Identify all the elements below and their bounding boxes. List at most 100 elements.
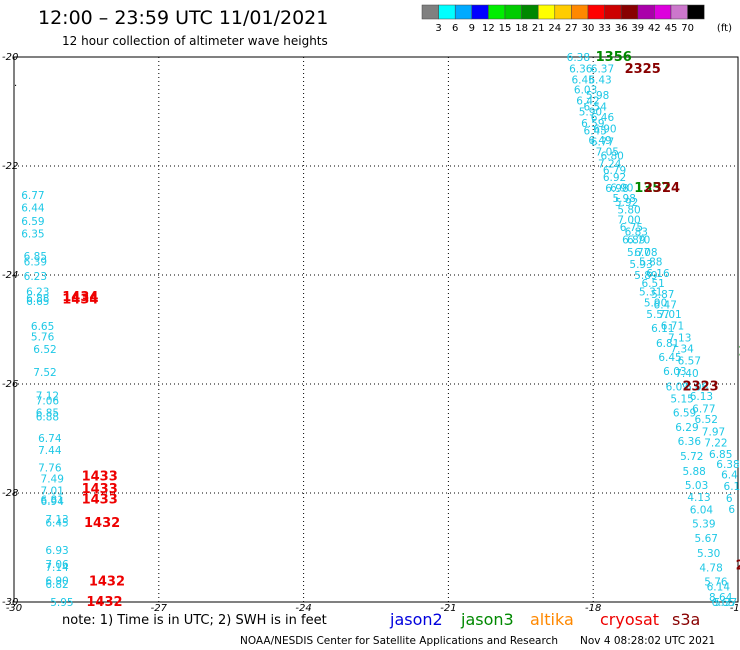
colorbar-swatch: [670, 4, 688, 20]
colorbar-swatch: [687, 4, 705, 20]
colorbar-label: 18: [515, 23, 528, 34]
colorbar-label: 45: [665, 23, 678, 34]
x-tick-label: -18: [585, 603, 601, 614]
wave-height-label: 6.36: [569, 63, 593, 75]
wave-height-label: 6.93: [45, 545, 68, 557]
wave-height-label: 7.40: [675, 368, 698, 380]
wave-height-label: 6.59: [21, 216, 44, 228]
wave-height-label: 6.45: [584, 126, 607, 138]
wave-height-label: 6.4: [721, 469, 738, 481]
wave-height-label: 6.39: [24, 256, 47, 268]
legend-jason2: jason2: [389, 610, 443, 629]
x-tick-label: -30: [6, 603, 22, 614]
y-tick-label: -24: [2, 270, 18, 281]
wave-height-label: 5.76: [704, 576, 728, 588]
colorbar-label: 36: [615, 23, 628, 34]
x-axis-ticks: -30 -27 -24 -21 -18 -15: [6, 603, 740, 614]
time-label: 2324: [644, 181, 680, 196]
y-tick-label: -28: [2, 488, 18, 499]
colorbar-label: 30: [582, 23, 595, 34]
satellite-legend: jason2 jason3 altika cryosat s3a: [389, 610, 700, 629]
wave-height-label: 6.85: [24, 251, 47, 263]
wave-height-label: 6.45: [571, 74, 594, 86]
colorbar-swatch: [587, 4, 605, 20]
colorbar-label: 12: [482, 23, 495, 34]
wave-height-label: 7.00: [617, 214, 640, 226]
wave-height-label: 6.81: [656, 338, 679, 350]
time-label: 1434: [62, 290, 98, 305]
wave-height-label: 6.85: [709, 449, 732, 461]
y-axis-ticks: -20 -22 -24 -26 -28 -30: [2, 52, 18, 608]
wave-height-label: 5.80: [617, 205, 640, 217]
colorbar-swatch: [438, 4, 456, 20]
wave-height-label: 6.88: [26, 293, 49, 305]
wave-height-label: 6.13: [690, 391, 713, 403]
data-labels: 6.776.446.596.356.856.396.236.236.886.65…: [21, 50, 740, 610]
wave-height-label: 6.81: [41, 495, 64, 507]
time-label: 2323: [682, 380, 718, 395]
wave-height-label: 6: [726, 493, 733, 505]
colorbar-label: 39: [631, 23, 644, 34]
wave-height-label: 7.24: [598, 158, 622, 170]
wave-height-label: 6.65: [26, 296, 49, 308]
colorbar-unit: (ft): [717, 23, 732, 34]
wave-height-label: 6.1: [724, 481, 740, 493]
colorbar-swatch: [654, 4, 672, 20]
colorbar-swatch: [521, 4, 539, 20]
wave-height-label: 5.92: [615, 197, 638, 209]
time-label: 1356: [596, 50, 632, 65]
colorbar-swatch: [554, 4, 572, 20]
colorbar-label: 33: [598, 23, 611, 34]
wave-height-label: 5.90: [644, 297, 667, 309]
wave-height-label: 7.52: [33, 367, 56, 379]
wave-height-label: 6.43: [588, 74, 611, 86]
footnote: note: 1) Time is in UTC; 2) SWH is in fe…: [62, 613, 327, 628]
wave-height-label: 6.83: [625, 226, 648, 238]
wave-height-label: 6.85: [36, 407, 59, 419]
colorbar-label: 70: [681, 23, 694, 34]
colorbar-label: 9: [469, 23, 475, 34]
wave-height-label: 6.16: [646, 268, 670, 280]
wave-height-label: 6.59: [581, 118, 604, 130]
wave-height-label: 5.15: [670, 394, 693, 406]
wave-height-label: 7.34: [670, 344, 694, 356]
wave-height-label: 7.06: [45, 559, 69, 571]
legend-jason3: jason3: [460, 610, 514, 629]
wave-height-label: 5.98: [586, 90, 609, 102]
wave-height-label: 6.03: [663, 366, 686, 378]
plot-frame: [13, 56, 739, 603]
wave-height-label: 8.64: [709, 592, 733, 604]
wave-height-label: 6.47: [654, 299, 677, 311]
wave-height-label: 7.14: [45, 562, 69, 574]
wave-height-label: 5.39: [692, 519, 715, 531]
wave-height-label: 6.38: [567, 52, 590, 64]
colorbar-label: 27: [565, 23, 578, 34]
wave-height-label: 6.92: [603, 172, 626, 184]
colorbar-swatch: [488, 4, 506, 20]
wave-height-label: 6.94: [41, 496, 65, 508]
time-label: 1434: [62, 293, 98, 308]
wave-height-label: 5.31: [639, 286, 662, 298]
wave-height-label: 4.78: [699, 563, 722, 575]
x-tick-label: -21: [440, 603, 456, 614]
wave-height-label: 6.37: [591, 63, 614, 75]
y-tick-label: -30: [2, 597, 18, 608]
wave-height-label: 5.98: [613, 193, 636, 205]
colorbar-swatch: [604, 4, 622, 20]
colorbar-swatch: [637, 4, 655, 20]
wave-height-label: 6: [728, 504, 735, 516]
wave-height-label: 6.29: [675, 422, 698, 434]
wave-height-label: 5.93: [629, 259, 652, 271]
wave-height-label: 6.75: [620, 222, 643, 234]
wave-height-label: 5.67: [695, 533, 718, 545]
wave-height-label: 6.74: [38, 433, 62, 445]
colorbar-swatch: [537, 4, 556, 20]
colorbar-label: 3: [435, 23, 441, 34]
x-tick-label: -24: [295, 603, 311, 614]
x-tick-label: -15: [730, 603, 740, 614]
wave-height-label: 7.97: [702, 426, 725, 438]
wave-height-label: 6.82: [45, 579, 68, 591]
time-label: 2325: [625, 62, 661, 77]
wave-height-label: 6.77: [591, 136, 614, 148]
wave-height-label: 7.76: [38, 462, 62, 474]
